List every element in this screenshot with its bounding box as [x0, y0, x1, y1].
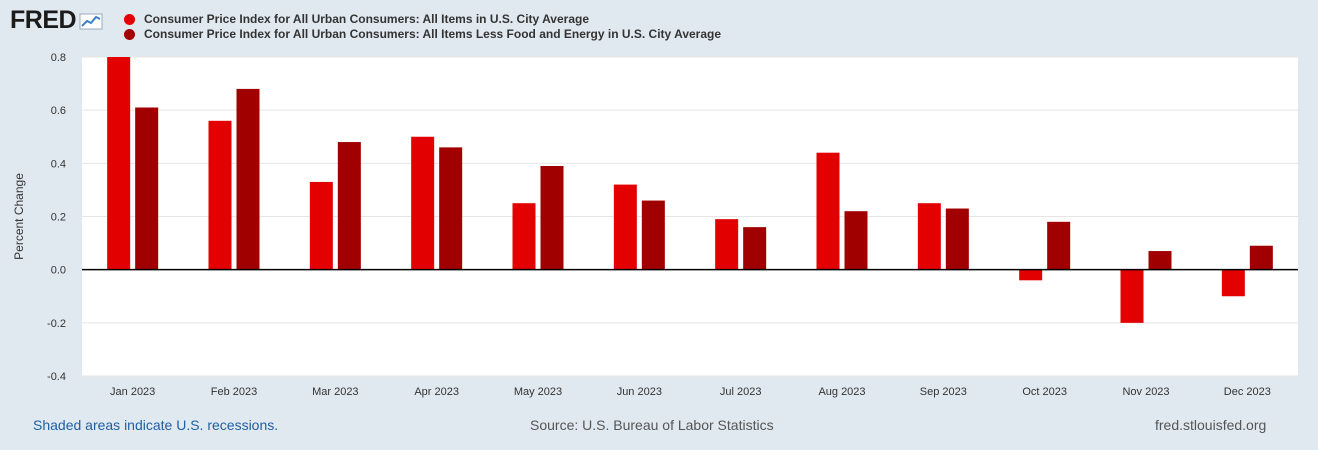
y-tick-label: -0.2: [47, 318, 66, 330]
y-tick-label: 0.8: [51, 52, 66, 64]
x-tick-label: Oct 2023: [1022, 386, 1067, 398]
bar-cpi-core: [1249, 245, 1273, 270]
bar-cpi-all: [1019, 269, 1043, 281]
bar-cpi-core: [743, 227, 767, 270]
bar-cpi-core: [844, 211, 868, 270]
x-tick-label: Jun 2023: [617, 386, 662, 398]
recessions-note: Shaded areas indicate U.S. recessions.: [33, 417, 279, 433]
x-tick-label: Mar 2023: [312, 386, 358, 398]
bar-cpi-all: [208, 120, 232, 270]
y-tick-label: 0.0: [51, 265, 66, 277]
x-tick-label: Feb 2023: [211, 386, 257, 398]
x-tick-label: Nov 2023: [1122, 386, 1169, 398]
x-tick-label: Dec 2023: [1224, 386, 1271, 398]
fred-logo[interactable]: FRED: [10, 8, 103, 33]
bar-cpi-all: [309, 181, 333, 270]
bar-cpi-core: [1047, 221, 1071, 270]
y-axis-label: Percent Change: [12, 173, 26, 260]
site-url[interactable]: fred.stlouisfed.org: [1155, 417, 1267, 433]
bar-cpi-core: [236, 88, 260, 270]
bar-cpi-all: [512, 203, 536, 270]
bar-cpi-all: [917, 203, 941, 270]
bar-cpi-all: [1120, 269, 1144, 323]
legend-label-cpi-all: Consumer Price Index for All Urban Consu…: [144, 12, 589, 26]
x-tick-label: Sep 2023: [920, 386, 967, 398]
y-tick-label: 0.2: [51, 212, 66, 224]
legend-dot-icon: [124, 14, 135, 25]
legend-item-cpi-core[interactable]: Consumer Price Index for All Urban Consu…: [124, 27, 721, 42]
x-tick-label: Jan 2023: [110, 386, 155, 398]
x-tick-label: Jul 2023: [720, 386, 762, 398]
chart-line-icon: [79, 13, 103, 29]
bar-cpi-all: [1221, 269, 1245, 297]
bar-cpi-all: [715, 219, 739, 270]
bar-cpi-all: [107, 57, 131, 270]
legend-item-cpi-all[interactable]: Consumer Price Index for All Urban Consu…: [124, 12, 721, 27]
y-tick-label: 0.6: [51, 105, 66, 117]
chart-legend: Consumer Price Index for All Urban Consu…: [124, 12, 721, 42]
x-tick-label: Apr 2023: [414, 386, 459, 398]
bar-cpi-all: [613, 184, 637, 270]
bar-cpi-core: [641, 200, 665, 270]
bar-cpi-core: [1148, 251, 1172, 270]
bar-cpi-core: [135, 107, 159, 270]
bar-cpi-core: [337, 142, 361, 270]
bar-cpi-all: [816, 152, 840, 270]
y-tick-label: 0.4: [51, 158, 66, 170]
source-note: Source: U.S. Bureau of Labor Statistics: [530, 417, 774, 433]
legend-dot-icon: [124, 29, 135, 40]
legend-label-cpi-core: Consumer Price Index for All Urban Consu…: [144, 27, 722, 41]
bar-cpi-core: [945, 208, 969, 270]
bar-cpi-all: [411, 136, 435, 270]
fred-logo-text: FRED: [10, 6, 77, 34]
x-tick-label: May 2023: [514, 386, 562, 398]
bar-chart: -0.4 -0.2 0.0 0.2 0.4 0.6 0.8 Percent Change Jan…: [12, 52, 1298, 398]
bar-cpi-core: [540, 165, 564, 270]
y-tick-label: -0.4: [47, 371, 66, 383]
x-tick-label: Aug 2023: [818, 386, 865, 398]
bar-cpi-core: [439, 147, 463, 270]
